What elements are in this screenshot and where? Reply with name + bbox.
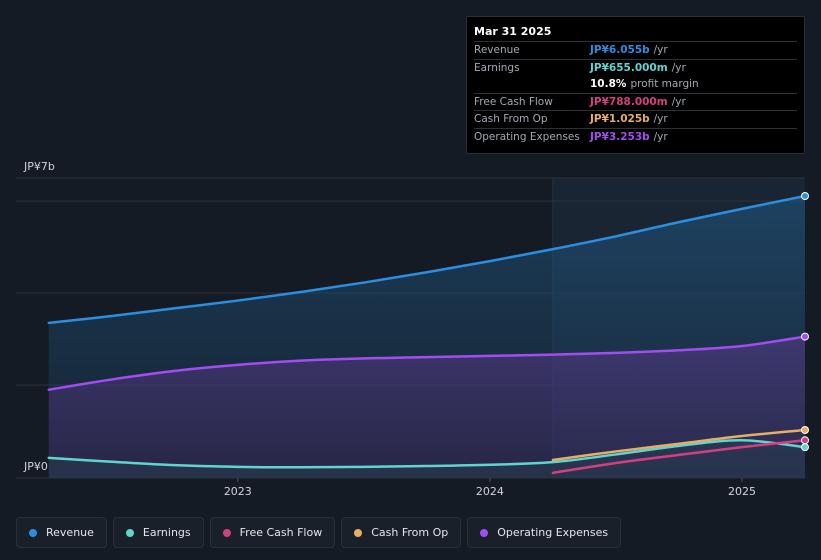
tooltip-label: Revenue <box>474 44 520 57</box>
tooltip-row-cash-from-op: Cash From Op JP¥1.025b/yr <box>474 110 797 128</box>
data-tooltip: Mar 31 2025 Revenue JP¥6.055b/yr Earnings J… <box>466 16 805 154</box>
endpoint-free-cash-flow[interactable] <box>801 436 809 445</box>
x-tick-label-2023: 2023 <box>224 485 252 498</box>
tooltip-unit: /yr <box>671 61 686 74</box>
area-operating-expenses <box>48 336 806 478</box>
legend-label: Earnings <box>142 526 191 539</box>
tooltip-label: Free Cash Flow <box>474 95 553 108</box>
tooltip-unit: profit margin <box>630 78 699 91</box>
legend-item-earnings[interactable]: Earnings <box>112 517 204 548</box>
legend-label: Revenue <box>46 526 94 539</box>
tooltip-row-revenue: Revenue JP¥6.055b/yr <box>474 41 797 59</box>
tooltip-row-operating-expenses: Operating Expenses JP¥3.253b/yr <box>474 127 797 146</box>
x-axis-ticks: 2023 2024 2025 <box>224 478 756 498</box>
legend-label: Cash From Op <box>371 526 449 539</box>
series-areas <box>48 196 806 478</box>
tooltip-date: Mar 31 2025 <box>474 25 552 38</box>
endpoint-cash-from-op[interactable] <box>801 426 809 434</box>
y-axis-max-label: JP¥7b <box>24 160 55 173</box>
tooltip-unit: /yr <box>653 44 668 57</box>
legend-item-free-cash-flow[interactable]: Free Cash Flow <box>209 517 336 548</box>
tooltip-value: 10.8% <box>590 78 627 91</box>
legend-item-operating-expenses[interactable]: Operating Expenses <box>467 517 622 548</box>
tooltip-label: Operating Expenses <box>474 130 580 143</box>
x-tick-label-2025: 2025 <box>728 485 756 498</box>
legend-dot-icon <box>222 528 231 537</box>
tooltip-label: Cash From Op <box>474 113 548 126</box>
legend-dot-icon <box>354 528 363 537</box>
legend-dot-icon <box>29 528 37 537</box>
chart-legend: Revenue Earnings Free Cash Flow Cash From O… <box>16 517 622 548</box>
tooltip-label: Earnings <box>474 61 520 74</box>
endpoint-earnings[interactable] <box>801 443 809 452</box>
y-axis-min-label: JP¥0 <box>24 460 48 473</box>
line-free-cash-flow <box>551 439 807 475</box>
tooltip-unit: /yr <box>671 95 686 108</box>
endpoint-revenue[interactable] <box>801 192 809 200</box>
legend-dot-icon <box>125 528 134 537</box>
legend-item-cash-from-op[interactable]: Cash From Op <box>341 517 462 548</box>
line-earnings <box>47 439 807 469</box>
tooltip-row-profit-margin: 10.8% profit margin <box>474 76 797 93</box>
tooltip-unit: /yr <box>653 130 668 143</box>
legend-label: Operating Expenses <box>497 526 609 539</box>
series-endpoints[interactable] <box>801 192 809 452</box>
x-tick-label-2024: 2024 <box>476 485 504 498</box>
line-cash-from-op <box>551 428 807 462</box>
line-operating-expenses <box>47 335 807 391</box>
area-earnings <box>48 440 806 478</box>
tooltip-row-free-cash-flow: Free Cash Flow JP¥788.000m/yr <box>474 92 797 111</box>
tooltip-value: JP¥1.025b <box>590 113 650 126</box>
legend-dot-icon <box>480 528 489 537</box>
series-lines <box>47 194 807 475</box>
tooltip-value: JP¥655.000m <box>590 61 668 74</box>
line-revenue <box>47 194 807 325</box>
tooltip-row-earnings: Earnings JP¥655.000m/yr <box>474 58 797 77</box>
endpoint-operating-expenses[interactable] <box>801 332 809 341</box>
tooltip-value: JP¥788.000m <box>590 95 668 108</box>
legend-item-revenue[interactable]: Revenue <box>16 517 107 548</box>
tooltip-value: JP¥6.055b <box>590 44 650 57</box>
tooltip-value: JP¥3.253b <box>590 130 650 143</box>
tooltip-unit: /yr <box>653 113 668 126</box>
legend-label: Free Cash Flow <box>239 526 323 539</box>
